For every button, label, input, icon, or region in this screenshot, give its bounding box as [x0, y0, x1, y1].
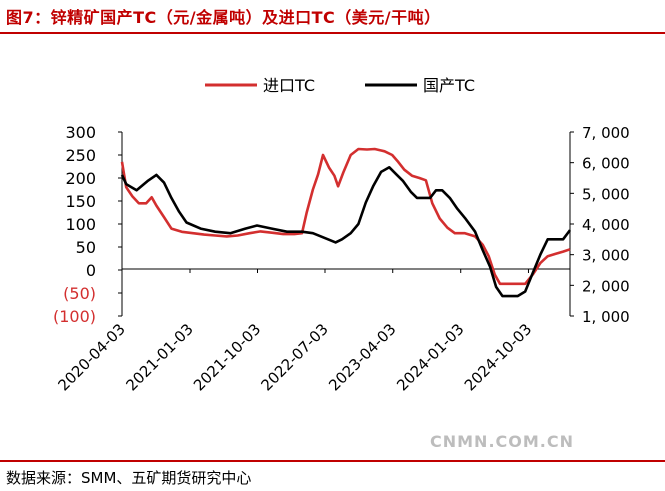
left-axis-tick-label: 150 [65, 192, 96, 211]
x-axis-tick-label: 2022-07-03 [257, 320, 331, 394]
right-axis-tick-label: 5, 000 [582, 185, 630, 203]
data-source: 数据来源：SMM、五矿期货研究中心 [6, 469, 252, 487]
series-line-import-tc [120, 147, 571, 286]
right-axis-tick-label: 6, 000 [582, 155, 630, 173]
right-axis-tick-label: 3, 000 [582, 247, 630, 265]
x-axis-tick-label: 2021-10-03 [190, 320, 264, 394]
left-axis-tick-label: 200 [65, 169, 96, 188]
left-axis-tick-label: 50 [76, 238, 96, 257]
x-axis-tick-label: 2020-04-03 [54, 320, 128, 394]
watermark: CNMN.COM.CN [430, 432, 574, 451]
series-line-domestic-tc [120, 166, 572, 298]
chart-legend: 进口TC 国产TC [205, 76, 475, 95]
right-axis-tick-label: 7, 000 [582, 124, 630, 142]
x-axis-tick-label: 2024-10-03 [461, 320, 535, 394]
chart-title: 图7：锌精矿国产TC（元/金属吨）及进口TC（美元/干吨） [6, 8, 441, 27]
x-axis-tick-label: 2023-04-03 [325, 320, 399, 394]
legend-label: 国产TC [423, 76, 475, 95]
chart-lines [120, 147, 572, 298]
left-axis-tick-label: 300 [65, 123, 96, 142]
footer-divider [0, 460, 665, 462]
left-axis-tick-label: 100 [65, 215, 96, 234]
left-axis-tick-label: 250 [65, 146, 96, 165]
x-axis-tick-label: 2021-01-03 [122, 320, 196, 394]
left-axis-tick-label: (100) [53, 307, 96, 326]
right-axis-tick-label: 2, 000 [582, 277, 630, 295]
x-axis-tick-label: 2024-01-03 [393, 320, 467, 394]
title-divider [0, 32, 665, 34]
left-axis-tick-label: 0 [86, 261, 96, 280]
left-axis-tick-label: (50) [63, 284, 96, 303]
right-axis-tick-label: 1, 000 [582, 308, 630, 326]
legend-label: 进口TC [263, 76, 315, 95]
right-axis-tick-label: 4, 000 [582, 216, 630, 234]
